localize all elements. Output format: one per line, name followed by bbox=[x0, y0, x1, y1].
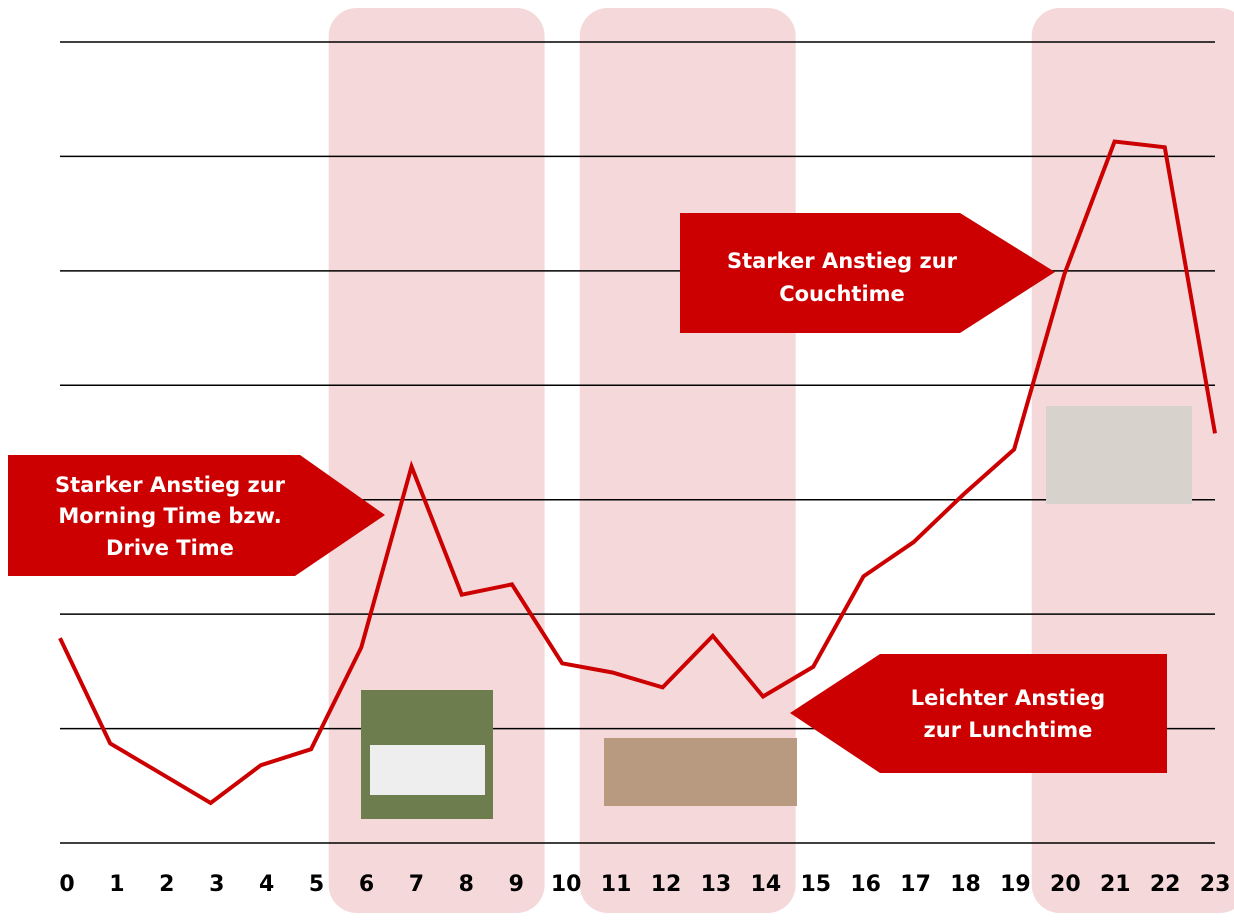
x-tick-label: 21 bbox=[1100, 872, 1131, 897]
annotation: Starker Anstieg zur bbox=[727, 249, 958, 273]
annotation: zur Lunchtime bbox=[924, 718, 1093, 742]
annotation: Starker Anstieg zur bbox=[55, 473, 286, 497]
annotation: Morning Time bzw. bbox=[58, 504, 281, 528]
x-tick-label: 20 bbox=[1050, 872, 1081, 897]
x-tick-label: 15 bbox=[800, 872, 831, 897]
x-tick-label: 14 bbox=[751, 872, 782, 897]
chart: Starker Anstieg zur Morning Time bzw. Dr… bbox=[0, 0, 1234, 920]
photo-table bbox=[370, 745, 485, 795]
x-tick-label: 8 bbox=[459, 872, 474, 897]
x-tick-label: 17 bbox=[900, 872, 931, 897]
annotation: Leichter Anstieg bbox=[911, 686, 1105, 710]
photo-couch bbox=[1046, 406, 1192, 504]
x-tick-label: 16 bbox=[850, 872, 881, 897]
x-tick-label: 9 bbox=[509, 872, 524, 897]
x-tick-label: 1 bbox=[109, 872, 124, 897]
x-tick-label: 13 bbox=[701, 872, 732, 897]
annotation: Couchtime bbox=[779, 282, 905, 306]
x-tick-label: 12 bbox=[651, 872, 682, 897]
x-tick-label: 19 bbox=[1000, 872, 1031, 897]
x-tick-label: 3 bbox=[209, 872, 224, 897]
x-tick-label: 5 bbox=[309, 872, 324, 897]
annotation: Drive Time bbox=[106, 536, 234, 560]
x-tick-label: 4 bbox=[259, 872, 274, 897]
callout-arrow bbox=[680, 213, 1055, 333]
x-tick-label: 23 bbox=[1200, 872, 1231, 897]
x-tick-label: 7 bbox=[409, 872, 424, 897]
x-tick-label: 6 bbox=[359, 872, 374, 897]
x-tick-label: 11 bbox=[601, 872, 632, 897]
photo-lunch bbox=[604, 738, 797, 806]
callout-arrow bbox=[790, 654, 1167, 773]
x-tick-label: 18 bbox=[950, 872, 981, 897]
x-tick-label: 10 bbox=[551, 872, 582, 897]
x-tick-label: 2 bbox=[159, 872, 174, 897]
x-tick-label: 22 bbox=[1150, 872, 1181, 897]
x-tick-label: 0 bbox=[59, 872, 74, 897]
